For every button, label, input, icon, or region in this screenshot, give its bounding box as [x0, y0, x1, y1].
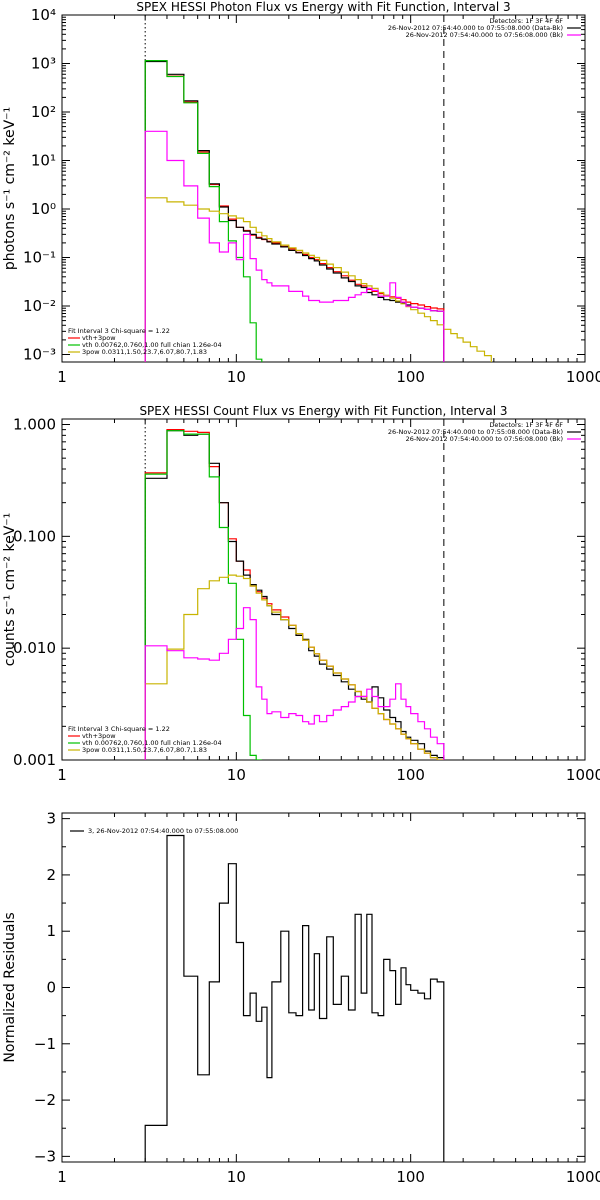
- y-tick-label: 0: [46, 979, 56, 997]
- x-tick-label: 1000: [566, 368, 600, 386]
- y-tick-label: 10⁻²: [23, 297, 56, 315]
- y-tick-label: 1.000: [13, 416, 56, 434]
- chart-title: SPEX HESSI Count Flux vs Energy with Fit…: [139, 404, 507, 418]
- legend-top-right-text: 26-Nov-2012 07:54:40.000 to 07:56:08.000…: [406, 435, 563, 443]
- series-group: [144, 834, 445, 1162]
- y-axis-label: counts s⁻¹ cm⁻² keV⁻¹: [2, 513, 18, 667]
- legend-bottom-left-text: vth 0.00762,0.760,1.00 full chian 1.26e-…: [82, 341, 222, 349]
- series-group: [144, 60, 492, 362]
- series-4-bk: [144, 130, 445, 362]
- chart-title: SPEX HESSI Photon Flux vs Energy with Fi…: [136, 0, 510, 14]
- y-tick-label: 10¹: [31, 151, 56, 169]
- y-axis-label: photons s⁻¹ cm⁻² keV⁻¹: [2, 107, 18, 270]
- series-1: [144, 430, 445, 760]
- series-0-vth-3pow: [144, 60, 445, 362]
- legend-top-right-text: Detectors: 1F 3F 4F 6F: [489, 17, 563, 25]
- legend-bottom-left-text: 3pow 0.0311,1.50,23.7,6.07,80.7,1.83: [82, 348, 207, 356]
- x-tick-label: 1: [57, 1168, 67, 1186]
- series-3-3pow: [144, 197, 492, 362]
- y-tick-label: 10⁻¹: [23, 248, 56, 266]
- y-tick-label: 10⁻³: [23, 345, 56, 363]
- legend-top-right-text: 26-Nov-2012 07:54:40.000 to 07:55:08.000…: [388, 24, 563, 32]
- y-tick-label: 0.001: [13, 751, 56, 769]
- y-tick-label: −2: [34, 1091, 56, 1109]
- x-tick-label: 10: [227, 766, 246, 784]
- series-group: [144, 429, 445, 760]
- legend-bottom-left-text: vth+3pow: [82, 732, 116, 740]
- y-tick-label: 3: [46, 810, 56, 828]
- x-tick-label: 1000: [566, 766, 600, 784]
- x-tick-label: 10: [227, 368, 246, 386]
- series-2-vth: [144, 60, 263, 362]
- legend-top-left-text: 3, 26-Nov-2012 07:54:40.000 to 07:55:08.…: [88, 827, 238, 835]
- legend-bottom-left-text: vth+3pow: [82, 334, 116, 342]
- y-tick-label: −1: [34, 1035, 56, 1053]
- legend-bottom-left-text: Fit Interval 3 Chi-square = 1.22: [68, 327, 170, 335]
- series-3-3pow: [144, 574, 444, 760]
- panel-1: SPEX HESSI Photon Flux vs Energy with Fi…: [2, 0, 600, 386]
- plot-frame: [61, 14, 586, 363]
- y-tick-label: 0.100: [13, 527, 56, 545]
- x-tick-label: 1000: [566, 1168, 600, 1186]
- series-0: [144, 834, 445, 1162]
- x-tick-label: 10: [227, 1168, 246, 1186]
- y-tick-label: −3: [34, 1147, 56, 1165]
- plot-frame: [61, 812, 586, 1163]
- x-tick-label: 100: [396, 1168, 425, 1186]
- legend-top-right-text: Detectors: 1F 3F 4F 6F: [489, 421, 563, 429]
- series-2-vth: [144, 430, 262, 760]
- series-4-bk: [144, 607, 445, 760]
- legend-bottom-left-text: Fit Interval 3 Chi-square = 1.22: [68, 725, 170, 733]
- legend-top-right-text: 26-Nov-2012 07:54:40.000 to 07:56:08.000…: [406, 31, 563, 39]
- y-tick-label: 10⁰: [31, 200, 56, 218]
- y-tick-label: 0.010: [13, 639, 56, 657]
- y-tick-label: 10³: [31, 54, 56, 72]
- y-tick-label: 10⁴: [31, 6, 56, 24]
- x-tick-label: 1: [57, 368, 67, 386]
- legend-bottom-left-text: 3pow 0.0311,1.50,23.7,6.07,80.7,1.83: [82, 746, 207, 754]
- y-axis-label: Normalized Residuals: [2, 912, 18, 1062]
- x-tick-label: 100: [396, 368, 425, 386]
- panel-3: Normalized Residuals 1 10 100 1000 −3 −2 −1 0 1 2 3…: [2, 810, 600, 1186]
- series-1: [144, 60, 445, 362]
- y-tick-label: 10²: [31, 103, 56, 121]
- panel-2: SPEX HESSI Count Flux vs Energy with Fit…: [2, 404, 600, 784]
- plot-frame: [61, 418, 586, 761]
- series-0-vth-3pow: [144, 429, 444, 760]
- legend-top-right-text: 26-Nov-2012 07:54:40.000 to 07:55:08.000…: [388, 428, 563, 436]
- y-tick-label: 2: [46, 866, 56, 884]
- x-tick-label: 100: [396, 766, 425, 784]
- y-tick-label: 1: [46, 922, 56, 940]
- legend-bottom-left-text: vth 0.00762,0.760,1.00 full chian 1.26e-…: [82, 739, 222, 747]
- x-tick-label: 1: [57, 766, 67, 784]
